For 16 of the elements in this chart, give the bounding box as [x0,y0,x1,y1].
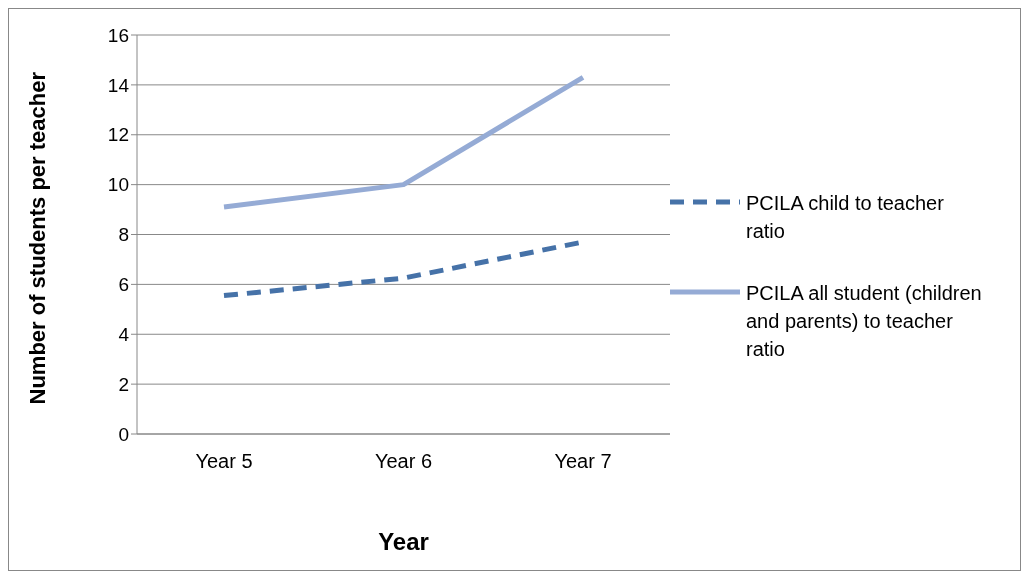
y-tick-label: 0 [118,423,129,445]
y-tick-label: 6 [118,274,129,296]
x-tick-label: Year 5 [195,450,253,473]
y-tick-label: 2 [118,373,129,395]
legend-label: PCILA child to teacher ratio [746,191,945,244]
y-tick-label: 14 [107,74,130,96]
legend-label: PCILA all student (children and parents) to teacher ratio [746,281,983,362]
y-axis-title: Number of students per teacher [24,71,50,405]
y-tick-label: 16 [107,24,129,46]
y-tick-label: 8 [118,224,129,246]
x-tick-label: Year 7 [554,450,612,473]
y-tick-label: 4 [118,323,130,345]
x-axis-title: Year [378,528,429,555]
y-tick-label: 12 [107,124,129,146]
x-tick-label: Year 6 [374,450,433,473]
y-tick-label: 10 [107,174,129,196]
